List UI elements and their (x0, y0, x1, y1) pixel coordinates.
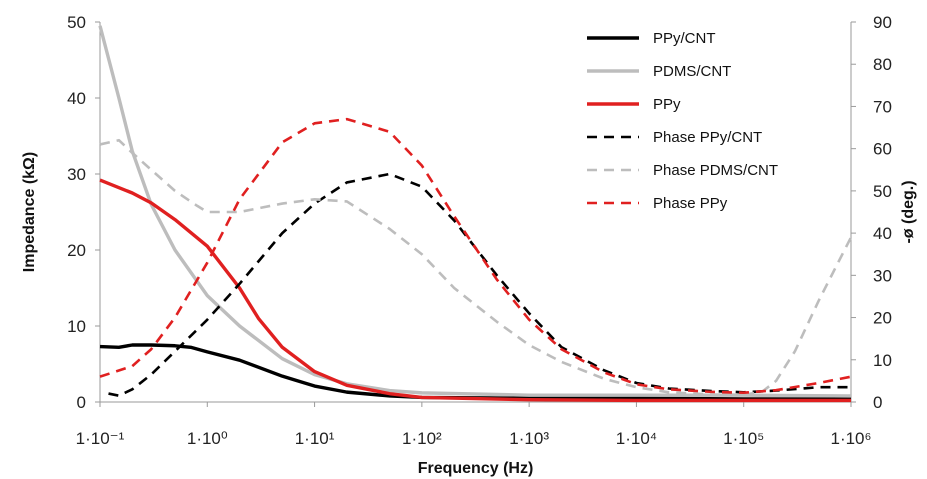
y2-tick-label: 70 (873, 97, 892, 116)
y2-tick-label: 60 (873, 140, 892, 159)
axes-layer: 0 10 20 30 40 50 0 10 20 30 40 50 60 70 80 90 1·10⁻¹ 1·10… (67, 13, 892, 448)
x-tick-label: 1·10⁻¹ (76, 429, 125, 448)
x-tick-label: 1·10⁶ (830, 429, 871, 448)
legend-label-4: Phase PDMS/CNT (653, 162, 778, 179)
y2-tick-label: 40 (873, 224, 892, 243)
y-axis-title: Impedance (kΩ) (21, 152, 38, 272)
x-tick-label: 1·10³ (509, 429, 549, 448)
y2-tick-label: 30 (873, 266, 892, 285)
x-tick-label: 1·10² (402, 429, 442, 448)
y2-tick-label: 10 (873, 351, 892, 370)
y2-tick-label: 80 (873, 55, 892, 74)
y-tick-label: 40 (67, 89, 86, 108)
x-axis-title: Frequency (Hz) (418, 460, 534, 477)
y2-axis-title: -ø (deg.) (900, 180, 917, 243)
y-tick-label: 50 (67, 13, 86, 32)
series-line-3 (108, 172, 851, 397)
y-tick-label: 30 (67, 165, 86, 184)
series-layer (98, 25, 853, 403)
series-line-0 (99, 343, 851, 401)
x-tick-label: 1·10⁰ (187, 429, 228, 448)
series-line-2 (99, 178, 851, 403)
legend-label-3: Phase PPy/CNT (653, 129, 762, 146)
x-tick-label: 1·10⁵ (723, 429, 764, 448)
y2-tick-label: 90 (873, 13, 892, 32)
legend-label-0: PPy/CNT (653, 30, 716, 47)
x-tick-label: 1·10⁴ (616, 429, 657, 448)
y-tick-label: 10 (67, 317, 86, 336)
legend-label-5: Phase PPy (653, 195, 728, 212)
y-tick-label: 20 (67, 241, 86, 260)
x-tick-label: 1·10¹ (295, 429, 335, 448)
legend: PPy/CNT PDMS/CNT PPy Phase PPy/CNT Phase PDM… (587, 30, 778, 212)
y-tick-label: 0 (77, 393, 86, 412)
legend-label-2: PPy (653, 96, 681, 113)
y2-tick-label: 50 (873, 182, 892, 201)
series-line-4 (99, 138, 853, 397)
legend-label-1: PDMS/CNT (653, 63, 731, 80)
series-line-5 (99, 117, 852, 395)
series-line-1 (98, 25, 852, 398)
y2-tick-label: 20 (873, 309, 892, 328)
y2-tick-label: 0 (873, 393, 882, 412)
